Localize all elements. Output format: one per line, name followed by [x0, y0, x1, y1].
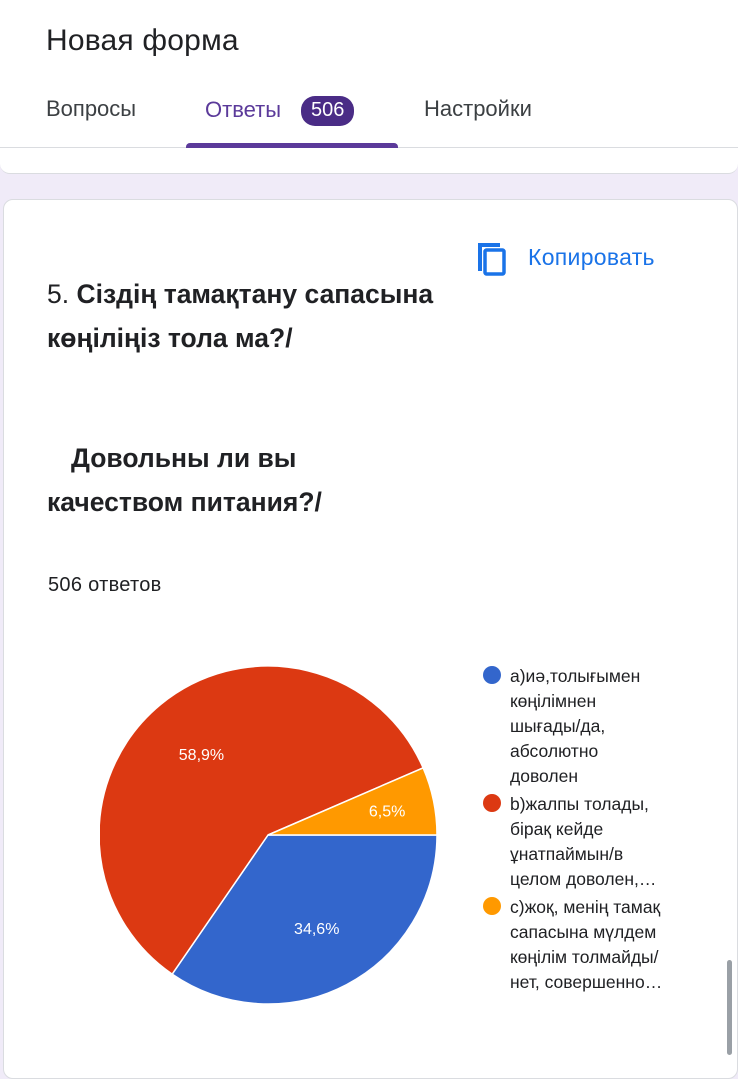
tab-settings[interactable]: Настройки	[424, 96, 532, 121]
question-title: 5. Сіздің тамақтану сапасына көңіліңіз т…	[47, 272, 437, 360]
pie-slice-label-1: 58,9%	[179, 747, 224, 764]
copy-label: Копировать	[528, 243, 655, 270]
legend-item-0[interactable]: а)иә,толығымен көңілімнен шығады/да, абс…	[478, 664, 698, 789]
legend-label-1: b)жалпы толады, бірақ кейде ұнатпаймын/в…	[510, 794, 657, 889]
active-tab-indicator	[186, 143, 398, 148]
pie-slice-label-0: 34,6%	[294, 921, 339, 938]
legend-label-2: c)жоқ, менің тамақ сапасына мүлдем көңіл…	[510, 897, 663, 992]
legend-item-1[interactable]: b)жалпы толады, бірақ кейде ұнатпаймын/в…	[478, 792, 698, 892]
pie-slice-1[interactable]	[100, 665, 425, 976]
legend-swatch-2	[483, 897, 501, 915]
chart-legend: а)иә,толығымен көңілімнен шығады/да, абс…	[478, 664, 698, 998]
pie-slice-0[interactable]	[171, 834, 438, 1005]
answers-count-badge: 506	[301, 96, 355, 126]
response-count: 506 ответов	[48, 574, 162, 596]
legend-swatch-1	[483, 794, 501, 812]
form-title: Новая форма	[46, 24, 239, 57]
tab-answers[interactable]: Ответы 506	[186, 96, 398, 148]
copy-chart-button[interactable]: Копировать	[472, 237, 655, 277]
pie-slice-2[interactable]	[267, 766, 438, 836]
tab-questions[interactable]: Вопросы	[46, 96, 137, 121]
legend-swatch-0	[483, 666, 501, 684]
scrollbar[interactable]	[727, 960, 732, 1055]
pie-chart: 34,6% 58,9% 6,5%	[100, 665, 438, 1005]
legend-item-2[interactable]: c)жоқ, менің тамақ сапасына мүлдем көңіл…	[478, 895, 698, 995]
question-number: 5.	[47, 279, 70, 309]
tab-answers-label: Ответы	[205, 97, 282, 122]
previous-card-bottom	[0, 148, 738, 174]
question-text-kk: Сіздің тамақтану сапасына көңіліңіз тола…	[47, 279, 434, 353]
question-text-ru: Довольны ли вы качеством питания?/	[47, 443, 322, 517]
legend-label-0: а)иә,толығымен көңілімнен шығады/да, абс…	[510, 666, 641, 786]
form-header: Новая форма Вопросы Ответы 506 Настройки	[0, 0, 738, 148]
pie-slice-label-2: 6,5%	[369, 803, 405, 820]
copy-icon	[478, 243, 506, 276]
